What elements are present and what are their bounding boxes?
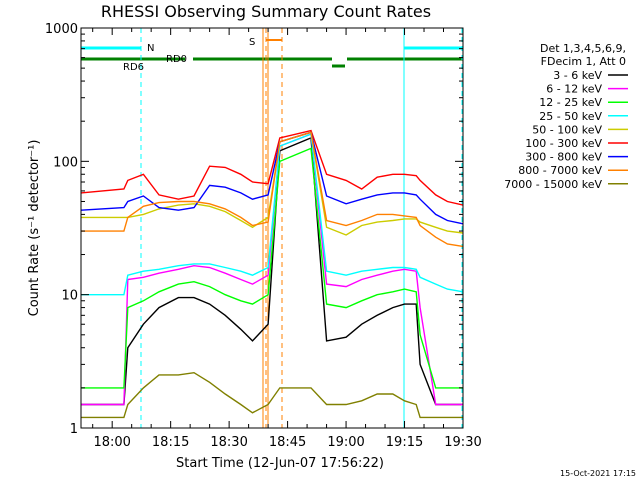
s-label: S: [249, 37, 255, 48]
y-tick-label-1: 10: [61, 289, 78, 304]
series-line-8: [81, 371, 463, 419]
legend-entry-8: 7000 - 15000 keV: [504, 178, 602, 191]
y-tick-label-0: 1: [70, 422, 78, 437]
series-line-2: [81, 147, 463, 389]
annotation-layer: [81, 28, 463, 428]
legend-entry-4: 50 - 100 keV: [532, 123, 602, 136]
y-axis-label: Count Rate (s⁻¹ detector⁻¹): [27, 140, 42, 317]
series-line-7: [81, 131, 464, 248]
x-tick-label-4: 19:00: [327, 435, 364, 450]
axis-layer: 18:00 18:15 18:30 18:45 19:00 19:15 19:30 1 10 10…: [45, 22, 482, 450]
legend-entry-3: 25 - 50 keV: [539, 110, 602, 123]
legend: Det 1,3,4,5,6,9, FDecim 1, Att 0 3 - 6 k…: [504, 42, 628, 191]
x-axis-label: Start Time (12-Jun-07 17:56:22): [176, 456, 384, 471]
x-tick-label-3: 18:45: [269, 435, 306, 450]
annotation-text-layer: RD0 RD6 N S: [123, 37, 255, 73]
plot-frame: [80, 27, 464, 429]
series-line-5: [80, 129, 464, 206]
legend-entry-6: 300 - 800 keV: [525, 151, 602, 164]
y-tick-label-3: 1000: [45, 22, 78, 37]
x-tick-label-6: 19:30: [444, 435, 481, 450]
legend-entry-5: 100 - 300 keV: [525, 137, 602, 150]
legend-entry-0: 3 - 6 keV: [553, 69, 602, 82]
x-tick-label-0: 18:00: [93, 435, 130, 450]
legend-header-line-2: FDecim 1, Att 0: [541, 55, 626, 68]
n-label: N: [147, 43, 154, 54]
rd6-label: RD6: [123, 62, 144, 73]
x-tick-label-5: 19:15: [386, 435, 423, 450]
series-layer: [80, 129, 464, 419]
y-tick-label-2: 100: [53, 155, 78, 170]
x-tick-label-1: 18:15: [152, 435, 189, 450]
rd0-label: RD0: [166, 54, 187, 65]
series-line-4: [81, 131, 464, 236]
legend-entry-2: 12 - 25 keV: [539, 96, 602, 109]
legend-entry-1: 6 - 12 keV: [546, 83, 602, 96]
legend-entry-7: 800 - 7000 keV: [518, 164, 602, 177]
footer-date: 15-Oct-2021 17:15: [560, 469, 636, 478]
chart-title: RHESSI Observing Summary Count Rates: [101, 2, 431, 21]
x-tick-label-2: 18:30: [210, 435, 247, 450]
legend-header-line-1: Det 1,3,4,5,6,9,: [540, 42, 626, 55]
